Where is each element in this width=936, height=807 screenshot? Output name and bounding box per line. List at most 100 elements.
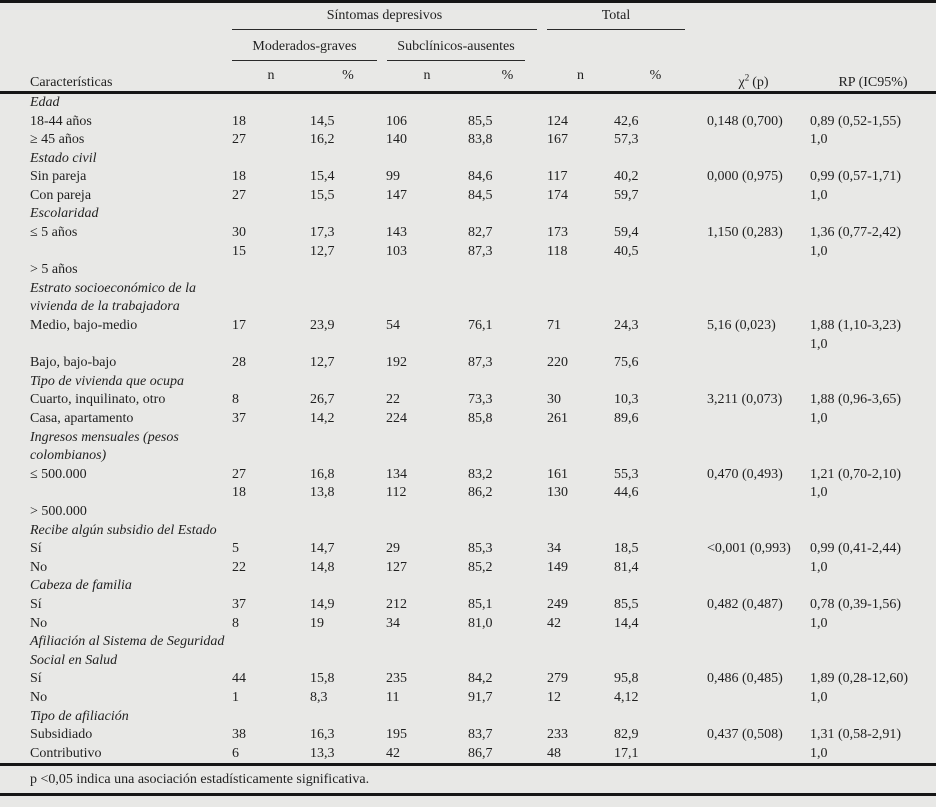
cell-subclinicos-n: 224 (386, 411, 407, 426)
col-header-subclinicos-n: n (423, 67, 431, 83)
cell-chi2-p (697, 484, 810, 503)
cell-moderados-n: 8 (232, 615, 239, 631)
group-label: Tipo de afiliación (30, 708, 129, 724)
cell-total-n: 173 (547, 225, 568, 241)
cell-total-pct: 18,5 (614, 541, 639, 557)
row-label: > 5 años (30, 262, 78, 278)
row-label (0, 484, 232, 503)
table-row: Casa, apartamento 37 14,2 224 85,8 261 89,6 1,0 (0, 410, 936, 429)
cell-total-pct (614, 261, 697, 280)
cell-chi2-p: 3,211 (0,073) (707, 392, 783, 408)
group-row: Estrato socioeconómico de la (0, 280, 936, 299)
cell-total-n: 124 (547, 113, 568, 129)
cell-total-pct: 4,12 (614, 689, 639, 705)
header-row-n-pct: n % n % n % (0, 61, 936, 93)
cell-total-pct: 57,3 (614, 132, 639, 148)
cell-subclinicos-pct: 83,2 (468, 466, 493, 482)
cell-moderados-n: 44 (232, 671, 246, 687)
group-row: Afiliación al Sistema de Seguridad (0, 633, 936, 652)
col-group-subclinicos-ausentes: Subclínicos-ausentes (386, 30, 547, 61)
cell-total-pct: 10,3 (614, 392, 639, 408)
cell-total-pct: 44,6 (614, 485, 639, 501)
row-label: 18-44 años (30, 113, 92, 129)
table-row: ≤ 5 años 30 17,3 143 82,7 173 59,4 1,150 (0,283… (0, 224, 936, 243)
table-row: Cuarto, inquilinato, otro 8 26,7 22 73,3 30 10… (0, 391, 936, 410)
row-label: Cuarto, inquilinato, otro (30, 392, 166, 408)
table-row: ≥ 45 años 27 16,2 140 83,8 167 57,3 1,0 (0, 131, 936, 150)
cell-moderados-pct: 26,7 (310, 392, 335, 408)
cell-subclinicos-n (386, 503, 468, 522)
cell-rp-ic95 (810, 503, 936, 522)
group-label: Recibe algún subsidio del Estado (30, 522, 217, 538)
cell-total-pct: 95,8 (614, 671, 639, 687)
group-label: Afiliación al Sistema de Seguridad (30, 634, 225, 650)
cell-moderados-pct: 15,5 (310, 187, 335, 203)
cell-moderados-pct: 13,3 (310, 745, 335, 761)
cell-subclinicos-pct: 85,8 (468, 411, 493, 426)
row-label: Casa, apartamento (30, 411, 134, 426)
cell-rp-ic95: 1,0 (810, 485, 828, 501)
cell-subclinicos-n: 11 (386, 689, 400, 705)
cell-total-n: 30 (547, 392, 561, 408)
cell-total-pct: 81,4 (614, 559, 639, 575)
group-row: Social en Salud (0, 652, 936, 671)
row-label (0, 336, 232, 355)
cell-moderados-pct: 23,9 (310, 318, 335, 334)
cell-moderados-pct: 15,4 (310, 169, 335, 185)
cell-moderados-pct: 16,2 (310, 132, 335, 148)
cell-subclinicos-pct: 73,3 (468, 392, 493, 408)
cell-total-pct: 85,5 (614, 596, 639, 612)
col-header-subclinicos-pct: % (501, 67, 514, 83)
cell-subclinicos-n: 147 (386, 187, 407, 203)
cell-moderados-pct: 14,8 (310, 559, 335, 575)
group-row: Tipo de vivienda que ocupa (0, 373, 936, 392)
row-label: Contributivo (30, 745, 102, 761)
cell-rp-ic95: 1,0 (810, 615, 828, 631)
cell-subclinicos-n: 34 (386, 615, 400, 631)
row-label: Sí (30, 671, 42, 687)
cell-total-n: 71 (547, 318, 561, 334)
cell-total-pct: 89,6 (614, 411, 639, 426)
cell-moderados-n: 22 (232, 559, 246, 575)
group-row: Tipo de afiliación (0, 707, 936, 726)
group-row: Edad (0, 93, 936, 113)
table-row: Bajo, bajo-bajo 28 12,7 192 87,3 220 75,6 (0, 354, 936, 373)
cell-total-pct: 40,5 (614, 243, 639, 259)
table-row: Contributivo 6 13,3 42 86,7 48 17,1 1,0 (0, 745, 936, 765)
cell-moderados-n: 18 (232, 113, 246, 129)
row-label: ≤ 500.000 (30, 466, 87, 482)
cell-total-pct (614, 503, 697, 522)
cell-total-n: 249 (547, 596, 568, 612)
cell-subclinicos-pct: 85,1 (468, 596, 493, 612)
cell-rp-ic95 (810, 354, 936, 373)
cell-total-n (547, 261, 614, 280)
footnote-row: p <0,05 indica una asociación estadístic… (0, 765, 936, 795)
header-row-subgroups: Moderados-graves Subclínicos-ausentes (0, 30, 936, 61)
col-group-moderados-graves: Moderados-graves (232, 30, 386, 61)
col-header-moderados-pct: % (342, 67, 354, 83)
cell-moderados-n: 28 (232, 355, 246, 371)
cell-chi2-p (697, 131, 810, 150)
cell-subclinicos-pct: 83,8 (468, 132, 493, 148)
cell-chi2-p (697, 410, 810, 429)
cell-moderados-n: 37 (232, 411, 246, 426)
cell-total-pct: 55,3 (614, 466, 639, 482)
group-label: Ingresos mensuales (pesos (30, 429, 179, 445)
cell-moderados-pct (310, 503, 386, 522)
table-row: Medio, bajo-medio 17 23,9 54 76,1 71 24,3 5,16 … (0, 317, 936, 336)
cell-total-pct: 59,4 (614, 225, 639, 241)
cell-chi2-p (697, 745, 810, 765)
moderados-graves-label: Moderados-graves (232, 39, 377, 61)
cell-moderados-pct: 16,8 (310, 466, 335, 482)
cell-subclinicos-n: 106 (386, 113, 407, 129)
table-footer: p <0,05 indica una asociación estadístic… (0, 764, 936, 795)
cell-rp-ic95: 1,0 (810, 132, 828, 148)
chi-p-suffix: (p) (752, 75, 769, 90)
cell-total-pct: 82,9 (614, 727, 639, 743)
cell-rp-ic95: 0,78 (0,39-1,56) (810, 596, 902, 612)
group-row: Ingresos mensuales (pesos (0, 429, 936, 448)
group-label: colombianos) (30, 448, 107, 464)
cell-subclinicos-n: 235 (386, 671, 407, 687)
